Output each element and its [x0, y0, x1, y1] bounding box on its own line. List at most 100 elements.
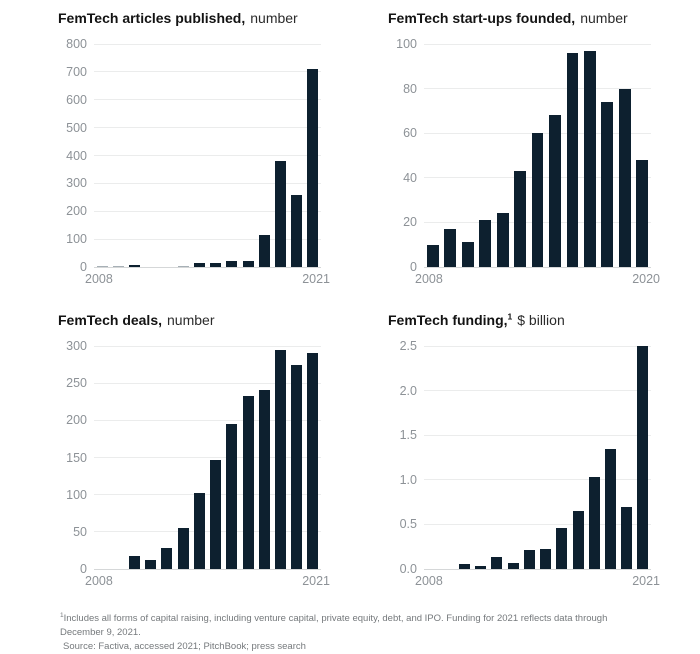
bars-container [424, 44, 651, 267]
plot-row: 100 80 60 40 20 0 [388, 37, 651, 274]
bar-slot [143, 44, 159, 267]
chart-title: FemTech funding,1 $ billion [388, 312, 651, 328]
y-tick-label: 600 [66, 92, 87, 107]
gridline [424, 390, 651, 392]
bar-2014 [531, 133, 544, 267]
bar-slot [521, 346, 537, 569]
bar-2017 [242, 395, 254, 569]
plot-row: 300 250 200 150 100 50 0 [58, 339, 321, 576]
plot-area [424, 345, 651, 570]
bar-2008 [96, 266, 108, 267]
bar-2012 [496, 213, 509, 267]
x-label-end: 2021 [302, 574, 330, 588]
bar-2016 [566, 52, 579, 267]
plot-area [424, 43, 651, 268]
chart-title-superscript: 1 [507, 311, 513, 322]
y-tick-label: 100 [396, 37, 417, 51]
bar-slot [256, 346, 272, 569]
bar-2019 [275, 350, 287, 569]
y-tick-label: 0.5 [399, 517, 417, 532]
chart-title-unit: number [250, 10, 298, 26]
bar-slot [289, 346, 305, 569]
y-axis-labels: 100 80 60 40 20 0 [388, 37, 424, 274]
bar-2021 [307, 69, 319, 267]
bar-2017 [242, 260, 254, 267]
bar-2015 [210, 459, 222, 569]
y-tick-label: 200 [66, 413, 87, 428]
bar-2014 [193, 493, 205, 569]
gridline [424, 479, 651, 481]
x-axis: 2008 2021 [58, 574, 330, 588]
y-tick-label: 0 [80, 562, 87, 576]
y-tick-label: 800 [66, 37, 87, 51]
bar-2010 [461, 242, 474, 267]
bar-slot [175, 44, 191, 267]
footnote-text: Includes all forms of capital raising, i… [60, 613, 608, 638]
gridline [94, 266, 321, 268]
gridline [94, 457, 321, 458]
x-label-start: 2008 [85, 272, 113, 286]
bar-2016 [556, 527, 568, 569]
chart-title-unit: number [167, 312, 215, 328]
bar-2018 [258, 234, 270, 267]
y-tick-label: 250 [66, 376, 87, 391]
y-axis-labels: 300 250 200 150 100 50 0 [58, 339, 94, 576]
bar-slot [191, 346, 207, 569]
plot-row: 2.5 2.0 1.5 1.0 0.5 0.0 [388, 339, 651, 576]
gridline [94, 43, 321, 45]
x-axis-labels: 2008 2021 [85, 272, 330, 286]
chart-articles-published: FemTech articles published, number 800 700… [58, 10, 330, 286]
bar-slot [581, 44, 598, 267]
bar-slot [602, 346, 618, 569]
bar-slot [616, 44, 633, 267]
bar-slot [159, 44, 175, 267]
bar-slot [424, 346, 440, 569]
bar-slot [511, 44, 528, 267]
gridline [94, 127, 321, 129]
y-tick-label: 500 [66, 120, 87, 135]
bar-slot [94, 44, 110, 267]
bar-slot [505, 346, 521, 569]
bar-2009 [444, 229, 457, 267]
gridline [94, 568, 321, 570]
bar-slot [440, 346, 456, 569]
gridline [424, 43, 651, 45]
bar-slot [110, 346, 126, 569]
footnote: 1Includes all forms of capital raising, … [58, 612, 651, 654]
bar-slot [564, 44, 581, 267]
gridline [424, 568, 651, 570]
chart-funding: FemTech funding,1 $ billion 2.5 2.0 1.5 1.0 0… [388, 312, 660, 588]
bar-2021 [637, 346, 649, 569]
bar-slot [529, 44, 546, 267]
bar-slot [305, 44, 321, 267]
bar-slot [570, 346, 586, 569]
gridline [94, 182, 321, 184]
y-tick-label: 2.5 [399, 339, 417, 353]
bar-2018 [258, 389, 270, 569]
chart-title: FemTech articles published, number [58, 10, 321, 26]
bar-2010 [459, 563, 471, 569]
gridline [424, 523, 651, 525]
gridline [94, 210, 321, 212]
bars-container [94, 346, 321, 569]
bar-2020 [636, 159, 649, 267]
gridline [424, 345, 651, 347]
gridline [94, 419, 321, 421]
bar-2012 [161, 548, 173, 569]
gridline [424, 434, 651, 436]
x-label-start: 2008 [415, 574, 443, 588]
bar-2015 [540, 549, 552, 569]
bar-2013 [514, 171, 527, 267]
bar-slot [599, 44, 616, 267]
gridline [424, 132, 651, 134]
footnote-source: Source: Factiva, accessed 2021; PitchBoo… [63, 641, 306, 652]
x-axis-labels: 2008 2021 [415, 574, 660, 588]
bar-slot [126, 44, 142, 267]
bar-slot [224, 346, 240, 569]
bar-slot [538, 346, 554, 569]
bar-2016 [226, 424, 238, 569]
y-tick-label: 0 [410, 260, 417, 274]
bar-slot [554, 346, 570, 569]
bar-2019 [605, 448, 617, 569]
bar-slot [619, 346, 635, 569]
